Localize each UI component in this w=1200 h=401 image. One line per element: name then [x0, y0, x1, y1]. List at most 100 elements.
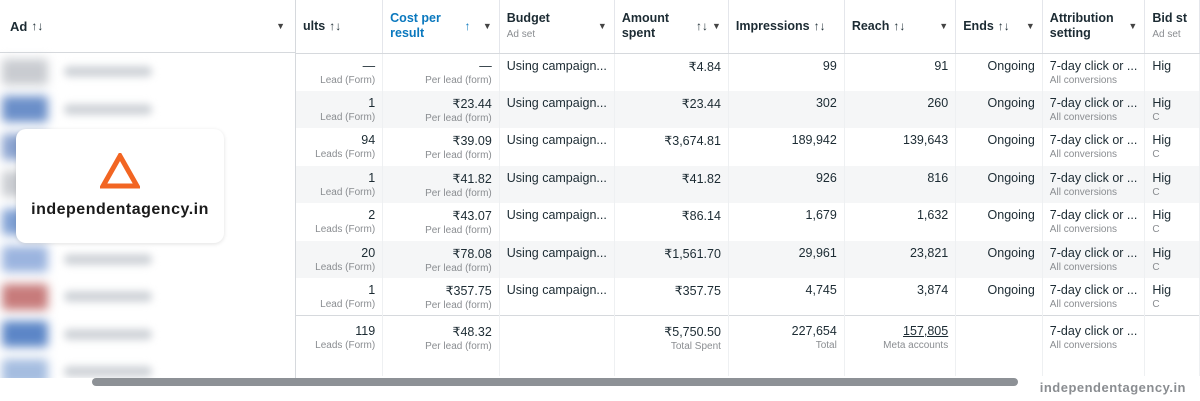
cell-cost-per-result: ₹78.08 Per lead (form) [382, 240, 500, 278]
ad-name-row[interactable] [0, 91, 295, 129]
ad-thumbnail [2, 321, 48, 348]
cell-impressions: 302 [728, 90, 845, 128]
totals-row: 119 Leads (Form) ₹48.32 Per lead (form) ₹5… [296, 315, 1200, 376]
cell-reach: 816 [844, 165, 957, 203]
cell-cost-per-result: — Per lead (form) [382, 53, 500, 91]
cell-impressions: 189,942 [728, 128, 845, 166]
ad-thumbnail [2, 283, 48, 310]
cell-budget: Using campaign... [499, 165, 615, 203]
cell-bid-strategy: Hig [1144, 53, 1200, 91]
cell-bid-strategy: Hig C [1144, 240, 1200, 278]
brand-name: independentagency.in [31, 201, 209, 218]
total-reach[interactable]: 157,805 Meta accounts [844, 315, 957, 376]
ad-name-row[interactable] [0, 241, 295, 279]
cell-results: 20 Leads (Form) [296, 240, 384, 278]
column-header-attribution-setting[interactable]: Attribution setting ▼ [1042, 0, 1146, 54]
ad-thumbnail [2, 96, 48, 123]
table-row[interactable]: 1 Lead (Form) ₹41.82 Per lead (form) Using c… [296, 165, 1200, 203]
triangle-logo-icon [100, 153, 140, 189]
cell-amount-spent: ₹23.44 [614, 90, 729, 128]
cell-amount-spent: ₹41.82 [614, 165, 729, 203]
chevron-down-icon[interactable]: ▼ [1128, 21, 1138, 32]
sort-icon[interactable]: ↑↓ [31, 19, 44, 33]
chevron-down-icon[interactable]: ▼ [597, 21, 607, 32]
sort-icon[interactable]: ↑↓ [813, 19, 826, 34]
ad-column-label: Ad [10, 18, 28, 34]
ad-name-blurred [64, 66, 152, 78]
total-impressions: 227,654 Total [728, 315, 845, 376]
cell-attribution: 7-day click or ... All conversions [1042, 278, 1146, 316]
chevron-down-icon[interactable]: ▼ [276, 21, 285, 31]
column-header-bid-strategy[interactable]: Bid st Ad set [1144, 0, 1200, 54]
ad-name-row[interactable] [0, 316, 295, 354]
cell-attribution: 7-day click or ... All conversions [1042, 240, 1146, 278]
cell-impressions: 29,961 [728, 240, 845, 278]
table-row[interactable]: 20 Leads (Form) ₹78.08 Per lead (form) Using… [296, 240, 1200, 278]
cell-ends: Ongoing [955, 128, 1043, 166]
total-bid [1144, 315, 1200, 376]
cell-amount-spent: ₹4.84 [614, 53, 729, 91]
cell-budget: Using campaign... [499, 278, 615, 316]
table-row[interactable]: 1 Lead (Form) ₹357.75 Per lead (form) Using … [296, 278, 1200, 316]
cell-reach: 3,874 [844, 278, 957, 316]
brand-logo-card: independentagency.in [16, 129, 224, 243]
table-row[interactable]: 1 Lead (Form) ₹23.44 Per lead (form) Using c… [296, 90, 1200, 128]
ad-column-header[interactable]: Ad ↑↓ ▼ [0, 0, 295, 53]
cell-budget: Using campaign... [499, 240, 615, 278]
column-header-budget[interactable]: Budget Ad set ▼ [499, 0, 615, 54]
sort-icon[interactable]: ↑↓ [329, 19, 342, 34]
chevron-down-icon[interactable]: ▼ [482, 21, 492, 32]
cell-ends: Ongoing [955, 90, 1043, 128]
cell-bid-strategy: Hig C [1144, 165, 1200, 203]
table-row[interactable]: 2 Leads (Form) ₹43.07 Per lead (form) Using … [296, 203, 1200, 241]
chevron-down-icon[interactable]: ▼ [1025, 21, 1035, 32]
cell-ends: Ongoing [955, 53, 1043, 91]
cell-amount-spent: ₹3,674.81 [614, 128, 729, 166]
ad-name-row[interactable] [0, 353, 295, 378]
chevron-down-icon[interactable]: ▼ [712, 21, 721, 32]
cell-ends: Ongoing [955, 240, 1043, 278]
sort-icon[interactable]: ↑↓ [696, 19, 708, 34]
sort-ascending-icon[interactable]: ↑ [464, 19, 471, 34]
total-attribution: 7-day click or ... All conversions [1042, 315, 1146, 376]
ad-name-row[interactable] [0, 278, 295, 316]
ad-thumbnail [2, 58, 48, 85]
total-results: 119 Leads (Form) [296, 315, 384, 376]
horizontal-scrollbar[interactable] [92, 378, 1018, 386]
ad-name-row[interactable] [0, 53, 295, 91]
table-row[interactable]: — Lead (Form) — Per lead (form) Using campai… [296, 53, 1200, 91]
cell-cost-per-result: ₹357.75 Per lead (form) [382, 278, 500, 316]
cell-attribution: 7-day click or ... All conversions [1042, 203, 1146, 241]
sort-icon[interactable]: ↑↓ [997, 19, 1010, 34]
column-header-reach[interactable]: Reach ↑↓ ▼ [844, 0, 957, 54]
cell-results: 1 Lead (Form) [296, 165, 384, 203]
chevron-down-icon[interactable]: ▼ [939, 21, 949, 32]
cell-budget: Using campaign... [499, 128, 615, 166]
column-header-cost-per-result[interactable]: Cost per result ↑ ▼ [382, 0, 500, 54]
ad-thumbnail [2, 246, 48, 273]
ad-name-blurred [64, 291, 152, 303]
cell-reach: 23,821 [844, 240, 957, 278]
sort-icon[interactable]: ↑↓ [893, 19, 906, 34]
column-header-results[interactable]: ults ↑↓ [296, 0, 384, 54]
column-header-ends[interactable]: Ends ↑↓ ▼ [955, 0, 1043, 54]
total-amount-spent: ₹5,750.50 Total Spent [614, 315, 729, 376]
cell-reach: 139,643 [844, 128, 957, 166]
column-header-amount-spent[interactable]: Amount spent ↑↓ ▼ [614, 0, 729, 54]
ad-name-blurred [64, 253, 152, 265]
total-ends [955, 315, 1043, 376]
cell-attribution: 7-day click or ... All conversions [1042, 165, 1146, 203]
cell-cost-per-result: ₹23.44 Per lead (form) [382, 90, 500, 128]
cell-ends: Ongoing [955, 278, 1043, 316]
cell-bid-strategy: Hig C [1144, 128, 1200, 166]
cell-ends: Ongoing [955, 165, 1043, 203]
cell-cost-per-result: ₹39.09 Per lead (form) [382, 128, 500, 166]
cell-ends: Ongoing [955, 203, 1043, 241]
ads-data-grid[interactable]: ults ↑↓ Cost per result ↑ ▼ Budget Ad set ▼ A… [296, 0, 1200, 378]
column-header-impressions[interactable]: Impressions ↑↓ [728, 0, 845, 54]
cell-attribution: 7-day click or ... All conversions [1042, 53, 1146, 91]
table-row[interactable]: 94 Leads (Form) ₹39.09 Per lead (form) Using… [296, 128, 1200, 166]
ads-table: ults ↑↓ Cost per result ↑ ▼ Budget Ad set ▼ A… [296, 0, 1200, 376]
cell-cost-per-result: ₹41.82 Per lead (form) [382, 165, 500, 203]
cell-results: 1 Lead (Form) [296, 90, 384, 128]
